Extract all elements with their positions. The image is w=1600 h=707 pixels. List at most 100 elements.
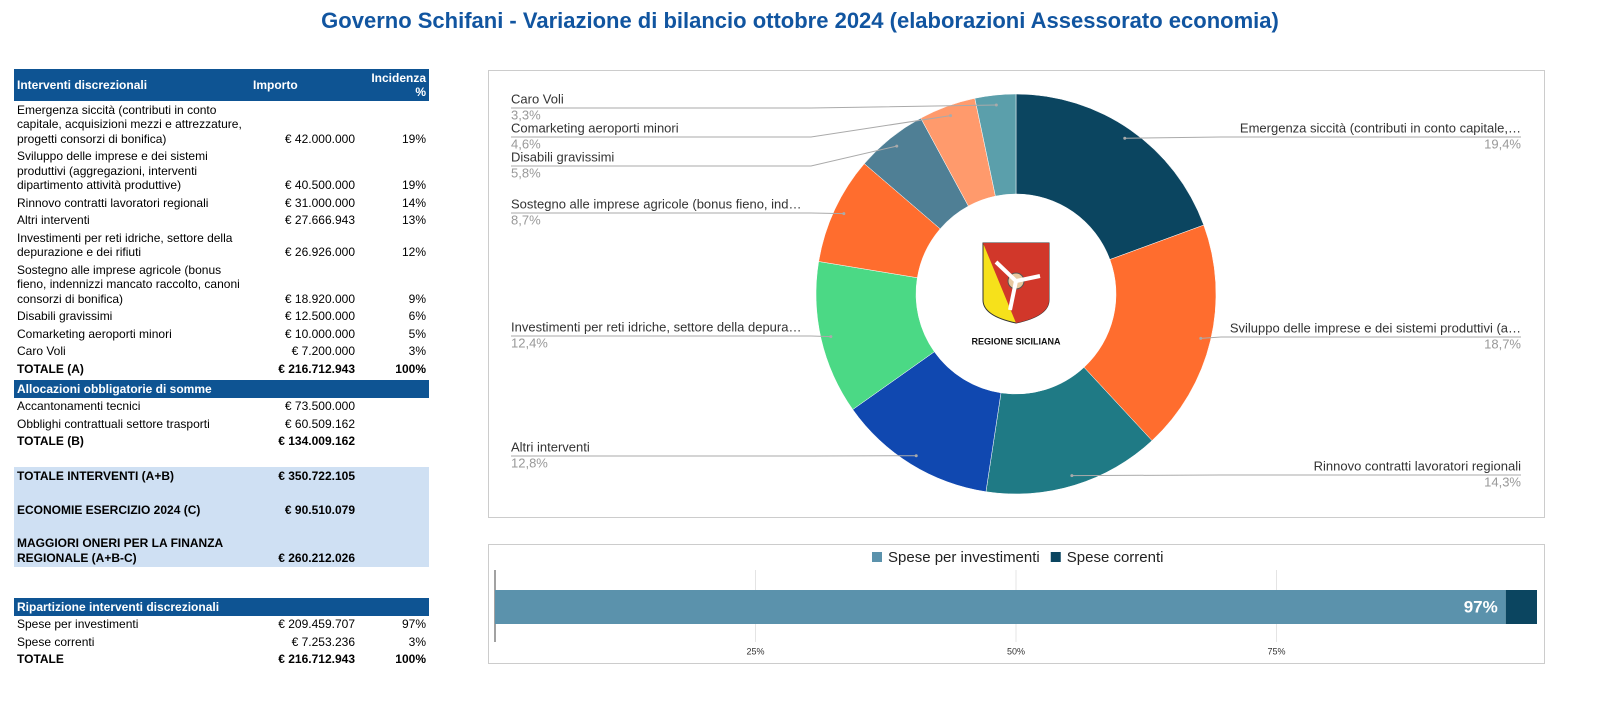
cell: € 31.000.000 bbox=[284, 195, 355, 210]
slice-value-label: 18,7% bbox=[1484, 336, 1521, 351]
leader-line bbox=[511, 145, 897, 167]
donut-slice bbox=[974, 93, 1017, 197]
slice-label: Altri interventi bbox=[511, 439, 590, 454]
leader-line bbox=[1071, 474, 1521, 477]
row: TOTALE INTERVENTI (A+B) € 350.722.105 bbox=[14, 467, 429, 501]
header-cell: Ripartizione interventi discrezionali bbox=[14, 598, 250, 616]
cell: Accantonamenti tecnici bbox=[17, 399, 141, 413]
leader-dot bbox=[1070, 474, 1074, 478]
leader-dot bbox=[1199, 336, 1203, 340]
cell: € 209.459.707 bbox=[278, 617, 355, 631]
cell: € 350.722.105 bbox=[278, 469, 355, 483]
row: Sostegno alle imprese agricole (bonus fi… bbox=[14, 261, 429, 308]
cell: 3% bbox=[408, 344, 426, 358]
leader-line bbox=[511, 212, 844, 215]
x-tick-label: 50% bbox=[1007, 646, 1025, 656]
slice-label: Investimenti per reti idriche, settore d… bbox=[511, 319, 801, 334]
data-table: TOTALE INTERVENTI (A+B) € 350.722.105 ECON… bbox=[14, 467, 429, 567]
data-table: Allocazioni obbligatorie di somme Accanto… bbox=[14, 380, 429, 450]
leader-dot bbox=[1123, 136, 1127, 140]
cell: 100% bbox=[395, 361, 426, 376]
donut-slice bbox=[1015, 93, 1205, 260]
row: Altri interventi € 27.666.943 13% bbox=[14, 212, 429, 230]
total-row: TOTALE (A) € 216.712.943 100% bbox=[14, 360, 429, 378]
cell: 12% bbox=[401, 245, 426, 259]
slice-label: Disabili gravissimi bbox=[511, 149, 614, 164]
row: Comarketing aeroporti minori € 10.000.000… bbox=[14, 325, 429, 343]
row: Spese correnti € 7.253.236 3% bbox=[14, 633, 429, 651]
row: Disabili gravissimi € 12.500.000 6% bbox=[14, 308, 429, 326]
page-title: Governo Schifani - Variazione di bilanci… bbox=[321, 8, 1279, 33]
header-row: Ripartizione interventi discrezionali bbox=[14, 598, 429, 616]
slice-value-label: 14,3% bbox=[1484, 474, 1521, 489]
row: ECONOMIE ESERCIZIO 2024 (C) € 90.510.079 bbox=[14, 501, 429, 535]
bar-segment bbox=[1505, 590, 1537, 624]
legend-label: Spese correnti bbox=[1067, 549, 1164, 566]
total-row: TOTALE (B) € 134.009.162 bbox=[14, 433, 429, 451]
header-cell: Allocazioni obbligatorie di somme bbox=[14, 380, 250, 398]
header-cell bbox=[250, 598, 358, 616]
cell: € 40.500.000 bbox=[284, 178, 355, 192]
cell: 13% bbox=[401, 213, 426, 227]
cell: 6% bbox=[408, 309, 426, 323]
cell: Caro Voli bbox=[17, 344, 66, 358]
row: MAGGIORI ONERI PER LA FINANZA REGIONALE … bbox=[14, 534, 429, 567]
slice-label: Sviluppo delle imprese e dei sistemi pro… bbox=[1230, 320, 1521, 335]
bar-panel bbox=[488, 544, 1545, 664]
cell: 19% bbox=[401, 178, 426, 192]
cell: Disabili gravissimi bbox=[17, 309, 113, 323]
row: Accantonamenti tecnici € 73.500.000 bbox=[14, 398, 429, 416]
cell: € 10.000.000 bbox=[284, 326, 355, 341]
slice-label: Caro Voli bbox=[511, 91, 564, 106]
data-table: Interventi discrezionali Importo Incidenza… bbox=[14, 69, 429, 378]
slice-label: Emergenza siccità (contributi in conto c… bbox=[1240, 120, 1521, 135]
leader-dot bbox=[842, 212, 846, 216]
row: Spese per investimenti € 209.459.707 97% bbox=[14, 616, 429, 634]
cell: € 60.509.162 bbox=[284, 416, 355, 431]
cell: € 216.712.943 bbox=[278, 361, 355, 376]
header-cell: Importo bbox=[250, 69, 358, 101]
cell: € 12.500.000 bbox=[284, 309, 355, 323]
legend-label: Spese per investimenti bbox=[888, 549, 1040, 566]
x-tick-label: 75% bbox=[1267, 646, 1285, 656]
leader-dot bbox=[914, 454, 918, 458]
slice-label: Comarketing aeroporti minori bbox=[511, 120, 679, 135]
center-label: REGIONE SICILIANA bbox=[971, 336, 1061, 346]
leader-line bbox=[1124, 136, 1521, 139]
cell: 97% bbox=[401, 617, 426, 631]
cell: € 90.510.079 bbox=[284, 502, 355, 517]
leader-dot bbox=[829, 335, 833, 339]
cell: Rinnovo contratti lavoratori regionali bbox=[17, 195, 209, 210]
leader-dot bbox=[895, 144, 899, 148]
x-tick-label: 25% bbox=[746, 646, 764, 656]
cell: Emergenza siccità (contributi in conto c… bbox=[17, 102, 242, 146]
leader-line bbox=[511, 335, 831, 338]
header-cell: Incidenza % bbox=[358, 69, 429, 101]
donut-slice bbox=[985, 366, 1153, 495]
cell: 3% bbox=[408, 634, 426, 649]
donut-panel bbox=[488, 70, 1545, 518]
cell: Sviluppo delle imprese e dei sistemi pro… bbox=[17, 149, 208, 192]
slice-value-label: 4,6% bbox=[511, 136, 541, 151]
row: Emergenza siccità (contributi in conto c… bbox=[14, 101, 429, 148]
cell: Spese per investimenti bbox=[17, 617, 139, 631]
leader-line bbox=[511, 115, 951, 138]
cell: € 26.926.000 bbox=[284, 245, 355, 259]
leader-line bbox=[1200, 336, 1521, 339]
cell: € 7.253.236 bbox=[291, 634, 355, 649]
header-row: Interventi discrezionali Importo Incidenza… bbox=[14, 69, 429, 101]
leader-line bbox=[511, 104, 997, 109]
legend-swatch bbox=[1050, 552, 1061, 562]
slice-label: Rinnovo contratti lavoratori regionali bbox=[1314, 458, 1521, 473]
cell: Altri interventi bbox=[17, 213, 90, 227]
cell: € 18.920.000 bbox=[284, 291, 355, 306]
cell: 9% bbox=[408, 291, 426, 306]
cell: 19% bbox=[401, 131, 426, 146]
header-cell bbox=[250, 380, 358, 398]
leader-dot bbox=[994, 103, 998, 107]
cell: € 260.212.026 bbox=[278, 550, 355, 565]
header-cell: Interventi discrezionali bbox=[14, 69, 250, 101]
total-row: TOTALE € 216.712.943 100% bbox=[14, 651, 429, 669]
